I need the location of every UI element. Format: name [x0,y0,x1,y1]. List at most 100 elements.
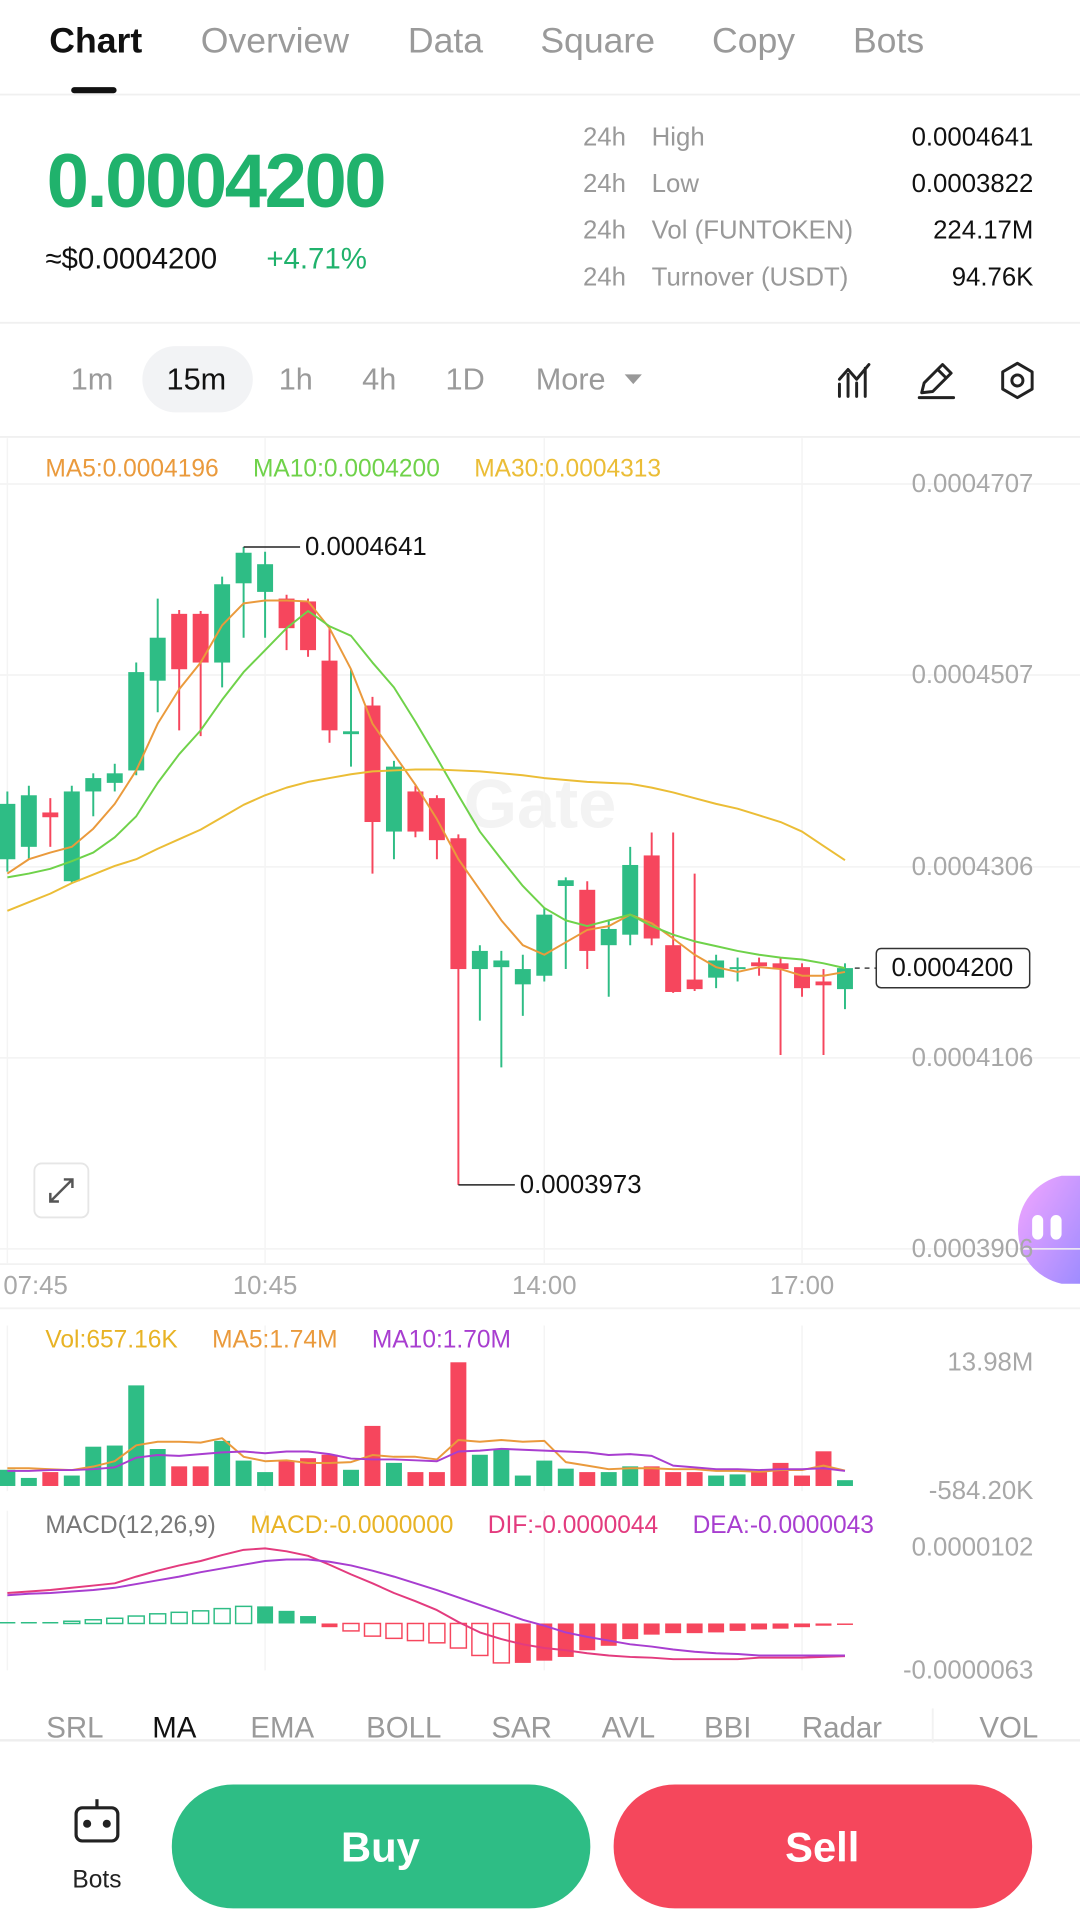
expand-button[interactable] [33,1162,90,1219]
candle-body [450,838,467,970]
legend-label: MACD(12,26,9) [45,1512,215,1539]
candle-body [235,552,252,584]
macd-bar [686,1623,703,1634]
legend-label: MA30:0.0004313 [474,455,661,482]
last-price-label: 0.0004200 [891,954,1013,982]
legend-label: MA5:1.74M [212,1327,337,1354]
y-tick-label: -0.0000063 [903,1656,1033,1684]
macd-bar [385,1622,403,1640]
volume-bar [772,1462,789,1486]
bots-icon[interactable] [74,1799,120,1843]
macd-bar [772,1623,789,1629]
annotation-label: 0.0004641 [305,533,427,561]
macd-bar [428,1622,446,1644]
stat-value: 0.0004641 [912,123,1034,151]
macd-bar [42,1621,59,1624]
indicator-tab[interactable]: SAR [491,1712,552,1745]
stat-period: 24h [583,123,626,151]
tab-underline [71,87,117,94]
stat-value: 94.76K [952,263,1034,291]
candle-body [686,979,703,990]
buy-button[interactable] [171,1784,591,1909]
stat-period: 24h [583,263,626,291]
tab[interactable]: Square [540,21,655,61]
indicator-tab[interactable]: SRL [46,1712,103,1745]
stat-name: Turnover (USDT) [652,263,849,291]
macd-bar [794,1623,810,1628]
indicator-tab[interactable]: Radar [802,1712,882,1745]
interval[interactable]: 4h [362,362,396,397]
y-tick-label: 0.0004507 [912,661,1034,689]
macd-bar [278,1610,295,1624]
volume-bar [708,1475,725,1486]
indicator-tab[interactable]: EMA [250,1712,314,1745]
candle-body [514,969,531,985]
volume-bar [257,1472,274,1486]
sell-label[interactable]: Sell [785,1824,859,1871]
macd-bar [191,1610,210,1625]
tab[interactable]: Bots [853,21,924,61]
indicator-tab[interactable]: MA [152,1712,197,1745]
tab[interactable]: Data [408,21,483,61]
bots-label[interactable]: Bots [72,1867,121,1894]
macd-bar [0,1621,16,1624]
interval[interactable]: More [536,362,606,397]
volume-bar [42,1472,59,1486]
legend-label: DIF:-0.0000044 [488,1512,658,1539]
indicator-tab[interactable]: BOLL [366,1712,441,1745]
candle-body [815,981,832,986]
legend-label: MA10:0.0004200 [253,455,440,482]
draw-icon[interactable] [917,363,956,400]
indicator-tab[interactable]: VOL [979,1712,1038,1745]
candle-body [149,637,166,681]
candle-body [63,791,80,882]
tab[interactable]: Copy [712,21,795,61]
candle-body [557,880,574,886]
y-tick-label: -584.20K [929,1477,1034,1505]
candle-body [106,773,123,783]
volume-ma-line [7,1437,846,1473]
candle-body [42,812,59,818]
macd-bar [492,1622,511,1664]
tab[interactable]: Chart [49,21,142,61]
interval[interactable]: 1D [446,362,485,397]
candle-body [85,778,102,792]
chat-bubble[interactable] [1017,1175,1080,1284]
macd-bar [729,1623,746,1631]
indicator-tab[interactable]: BBI [704,1712,751,1745]
volume-bar [643,1466,660,1486]
interval[interactable]: 1m [71,362,114,397]
x-tick-label: 14:00 [512,1272,576,1300]
stat-name: Vol (FUNTOKEN) [652,217,853,245]
candle-body [729,967,746,970]
interval[interactable]: 1h [279,362,313,397]
stat-period: 24h [583,217,626,245]
volume-bar [686,1472,703,1486]
sell-button[interactable] [613,1784,1033,1909]
candle-body [579,889,596,951]
volume-bar [278,1460,295,1486]
candle-body [471,950,488,970]
x-tick-label: 07:45 [3,1272,67,1300]
macd-bar [234,1605,253,1625]
volume-bar [63,1475,80,1486]
tab[interactable]: Overview [201,21,350,61]
more-caret[interactable] [624,374,642,385]
volume-bar [321,1454,338,1486]
buy-label[interactable]: Buy [341,1824,420,1871]
legend-label: DEA:-0.0000043 [693,1512,874,1539]
candle-body [643,855,660,939]
indicator-icon[interactable] [837,363,871,398]
volume-bar [214,1440,231,1486]
y-tick-label: 13.98M [947,1348,1033,1376]
settings-icon[interactable] [1001,361,1034,400]
indicator-tab[interactable]: AVL [602,1712,655,1745]
volume-bar [385,1462,402,1486]
interval[interactable]: 15m [167,362,227,397]
volume-bar [235,1460,252,1486]
macd-bar [643,1623,660,1635]
volume-bar [171,1466,188,1486]
y-tick-label: 0.0004106 [912,1044,1034,1072]
macd-bar [363,1622,382,1637]
